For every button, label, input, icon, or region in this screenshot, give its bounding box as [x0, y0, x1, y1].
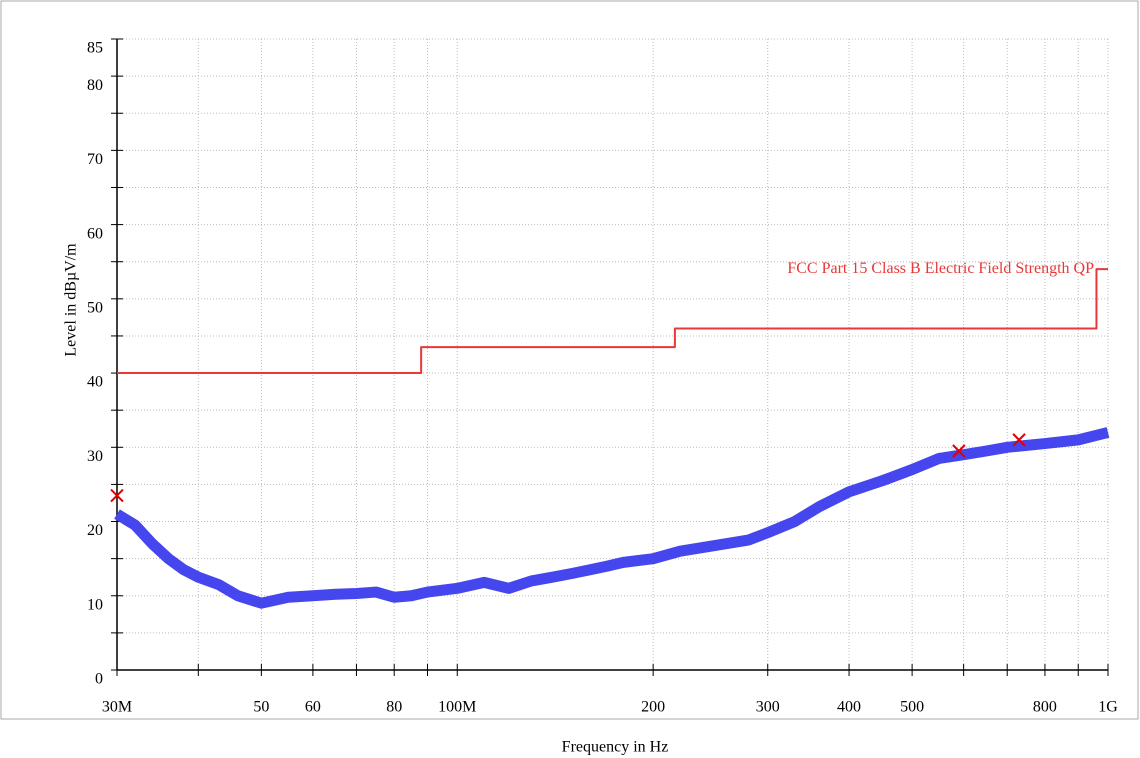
x-tick-label: 500 — [900, 699, 924, 716]
x-tick-label: 300 — [756, 699, 780, 716]
y-axis-label: Level in dBµV/m — [63, 243, 80, 357]
x-tick-label: 100M — [438, 699, 476, 716]
y-tick-label: 85 — [87, 40, 103, 57]
x-tick-label: 200 — [641, 699, 665, 716]
marker — [110, 488, 124, 503]
marker — [1012, 433, 1026, 447]
x-tick-label: 80 — [386, 699, 402, 716]
x-tick-label: 60 — [305, 699, 321, 716]
y-tick-label: 80 — [87, 77, 103, 94]
limit-line — [117, 268, 1108, 375]
marker — [952, 444, 966, 458]
trace — [114, 427, 1110, 609]
x-tick-label: 30M — [102, 699, 132, 716]
y-tick-label: 70 — [87, 151, 103, 168]
frame — [0, 0, 1139, 720]
limit-label: FCC Part 15 Class B Electric Field Stren… — [787, 260, 1094, 277]
y-tick-label: 0 — [95, 671, 103, 688]
x-tick-label: 50 — [253, 699, 269, 716]
y-tick-label: 20 — [87, 522, 103, 539]
x-tick-label: 400 — [837, 699, 861, 716]
x-axis-label: Frequency in Hz — [562, 739, 669, 756]
x-tick-label: 800 — [1033, 699, 1057, 716]
y-tick-label: 40 — [87, 374, 103, 391]
y-tick-label: 30 — [87, 448, 103, 465]
y-tick-label: 60 — [87, 225, 103, 242]
y-tick-label: 10 — [87, 596, 103, 613]
x-tick-label: 1G — [1098, 699, 1118, 716]
y-tick-label: 50 — [87, 299, 103, 316]
